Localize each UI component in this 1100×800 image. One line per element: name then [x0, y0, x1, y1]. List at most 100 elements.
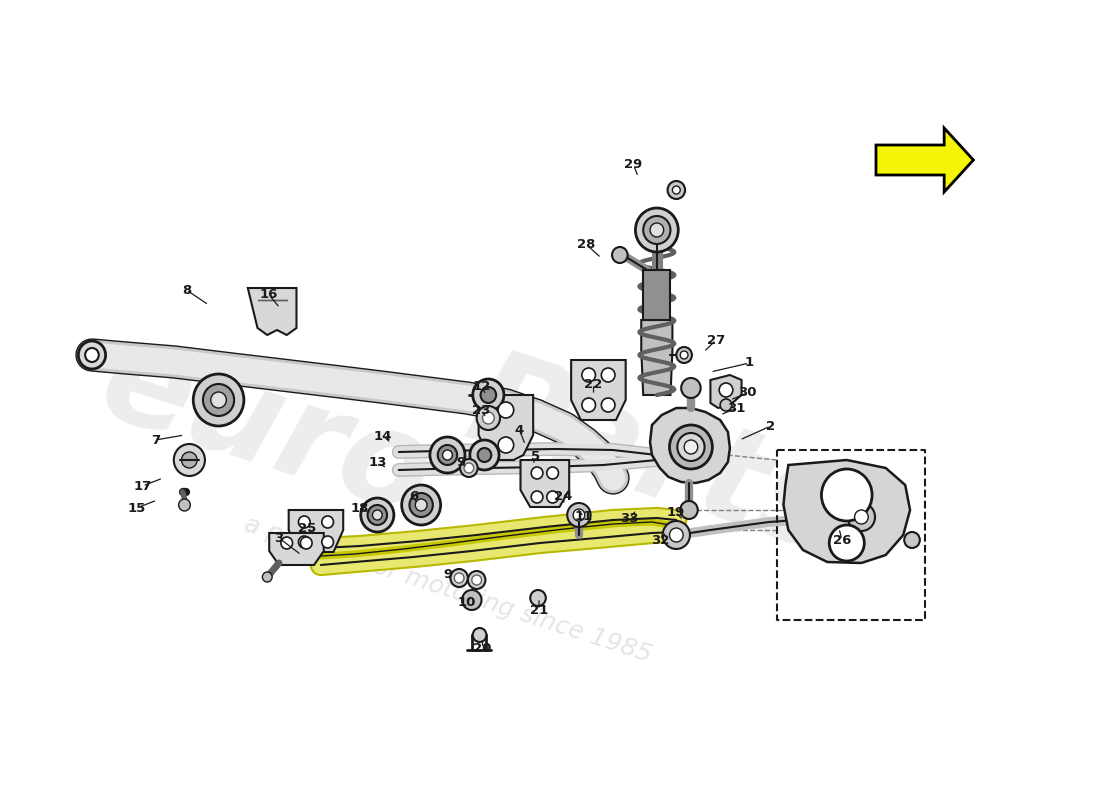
Text: 5: 5 — [530, 450, 540, 463]
Text: 6: 6 — [409, 490, 418, 503]
Circle shape — [848, 503, 874, 531]
Circle shape — [670, 528, 683, 542]
Text: 8: 8 — [182, 283, 191, 297]
Circle shape — [464, 463, 474, 473]
Circle shape — [483, 412, 494, 424]
Text: 16: 16 — [260, 289, 278, 302]
Circle shape — [498, 437, 514, 453]
Circle shape — [473, 628, 486, 642]
Polygon shape — [520, 460, 569, 507]
Circle shape — [670, 425, 713, 469]
Circle shape — [182, 452, 197, 468]
Circle shape — [573, 509, 585, 521]
Text: 15: 15 — [128, 502, 146, 514]
Text: 14: 14 — [374, 430, 393, 442]
Circle shape — [531, 467, 543, 479]
Circle shape — [568, 503, 591, 527]
Circle shape — [442, 450, 452, 460]
Circle shape — [720, 399, 732, 411]
Text: 13: 13 — [368, 457, 386, 470]
Circle shape — [204, 384, 234, 416]
Text: 9: 9 — [456, 455, 465, 469]
Text: 3: 3 — [274, 531, 284, 545]
Circle shape — [361, 498, 394, 532]
Polygon shape — [876, 128, 974, 192]
Circle shape — [373, 510, 382, 520]
Polygon shape — [644, 270, 671, 320]
Polygon shape — [783, 460, 910, 563]
Text: 4: 4 — [515, 423, 524, 437]
Polygon shape — [478, 395, 534, 460]
Circle shape — [472, 575, 482, 585]
Circle shape — [416, 499, 427, 511]
Circle shape — [547, 467, 559, 479]
Text: 32: 32 — [650, 534, 669, 546]
Circle shape — [668, 181, 685, 199]
Circle shape — [430, 437, 465, 473]
Circle shape — [298, 516, 310, 528]
Circle shape — [460, 459, 477, 477]
Text: 26: 26 — [833, 534, 851, 546]
Circle shape — [178, 499, 190, 511]
Text: 7: 7 — [151, 434, 160, 446]
Circle shape — [582, 368, 595, 382]
Polygon shape — [248, 288, 297, 335]
Text: 1: 1 — [745, 357, 754, 370]
Circle shape — [822, 469, 872, 521]
Circle shape — [450, 569, 468, 587]
Text: 30: 30 — [738, 386, 757, 399]
Circle shape — [636, 208, 679, 252]
Circle shape — [462, 590, 482, 610]
Circle shape — [855, 510, 868, 524]
Text: a passion for motoring since 1985: a passion for motoring since 1985 — [241, 513, 654, 667]
Circle shape — [481, 387, 496, 403]
Circle shape — [174, 444, 205, 476]
Text: 20: 20 — [473, 642, 492, 654]
Text: 21: 21 — [530, 603, 548, 617]
Circle shape — [367, 505, 387, 525]
Circle shape — [298, 536, 310, 548]
Text: 22: 22 — [584, 378, 603, 390]
Circle shape — [473, 379, 504, 411]
Circle shape — [612, 247, 628, 263]
Text: 12: 12 — [472, 381, 491, 394]
Text: 24: 24 — [554, 490, 572, 503]
Circle shape — [681, 378, 701, 398]
Text: 2: 2 — [767, 419, 775, 433]
Circle shape — [672, 186, 680, 194]
Circle shape — [476, 406, 501, 430]
Text: 9: 9 — [443, 569, 452, 582]
Circle shape — [211, 392, 227, 408]
Circle shape — [322, 516, 333, 528]
Circle shape — [322, 536, 333, 548]
Text: 29: 29 — [625, 158, 642, 171]
Text: 33: 33 — [620, 511, 639, 525]
Text: 25: 25 — [298, 522, 317, 534]
Text: Parts: Parts — [452, 340, 857, 580]
Circle shape — [530, 590, 546, 606]
Polygon shape — [711, 375, 741, 408]
Circle shape — [676, 347, 692, 363]
Text: 19: 19 — [667, 506, 684, 518]
Text: 23: 23 — [472, 403, 491, 417]
Circle shape — [438, 445, 458, 465]
Circle shape — [454, 573, 464, 583]
Polygon shape — [288, 510, 343, 552]
Text: 17: 17 — [133, 479, 152, 493]
Circle shape — [829, 525, 865, 561]
Circle shape — [547, 491, 559, 503]
Text: euro: euro — [86, 317, 448, 543]
Circle shape — [602, 398, 615, 412]
Circle shape — [477, 448, 492, 462]
Circle shape — [650, 223, 663, 237]
Circle shape — [684, 440, 697, 454]
Text: 10: 10 — [458, 597, 476, 610]
Circle shape — [678, 433, 705, 461]
Circle shape — [300, 537, 312, 549]
Circle shape — [582, 398, 595, 412]
Circle shape — [409, 493, 432, 517]
Polygon shape — [650, 408, 730, 483]
Text: 18: 18 — [351, 502, 369, 514]
Circle shape — [85, 348, 99, 362]
Polygon shape — [571, 360, 626, 420]
